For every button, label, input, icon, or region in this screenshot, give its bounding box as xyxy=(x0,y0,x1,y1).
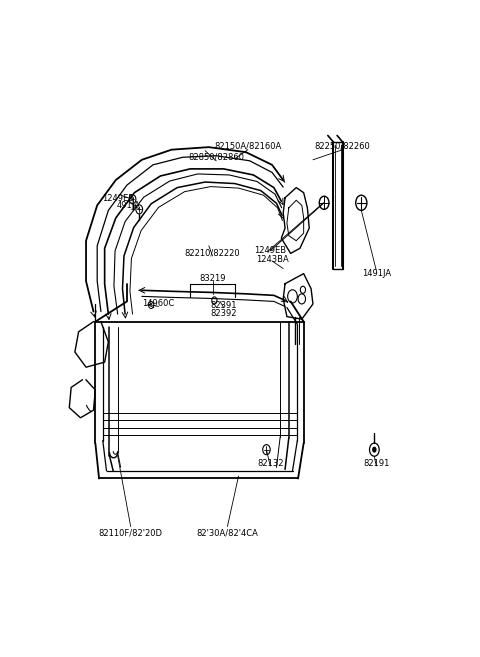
Text: 1249EB: 1249EB xyxy=(102,194,134,203)
Text: 491JA: 491JA xyxy=(117,201,141,210)
Text: 83219: 83219 xyxy=(199,274,226,283)
Text: 82250/82260: 82250/82260 xyxy=(315,141,371,150)
Text: 82'30A/82'4CA: 82'30A/82'4CA xyxy=(196,528,258,537)
Text: 1243BA: 1243BA xyxy=(256,256,289,265)
Text: 1491JA: 1491JA xyxy=(361,269,391,278)
Text: 82191: 82191 xyxy=(363,459,389,468)
Text: 14960C: 14960C xyxy=(143,299,175,308)
Text: 82110F/82'20D: 82110F/82'20D xyxy=(99,528,163,537)
Text: 82150A/82160A: 82150A/82160A xyxy=(214,141,281,150)
Text: 1249EB: 1249EB xyxy=(254,246,286,256)
Text: 82132: 82132 xyxy=(257,459,283,468)
Text: 82392: 82392 xyxy=(210,309,237,318)
Text: 82210/82220: 82210/82220 xyxy=(185,248,240,258)
Text: 82391: 82391 xyxy=(210,301,237,310)
Text: 82850/82860: 82850/82860 xyxy=(188,153,244,162)
Circle shape xyxy=(372,447,377,453)
